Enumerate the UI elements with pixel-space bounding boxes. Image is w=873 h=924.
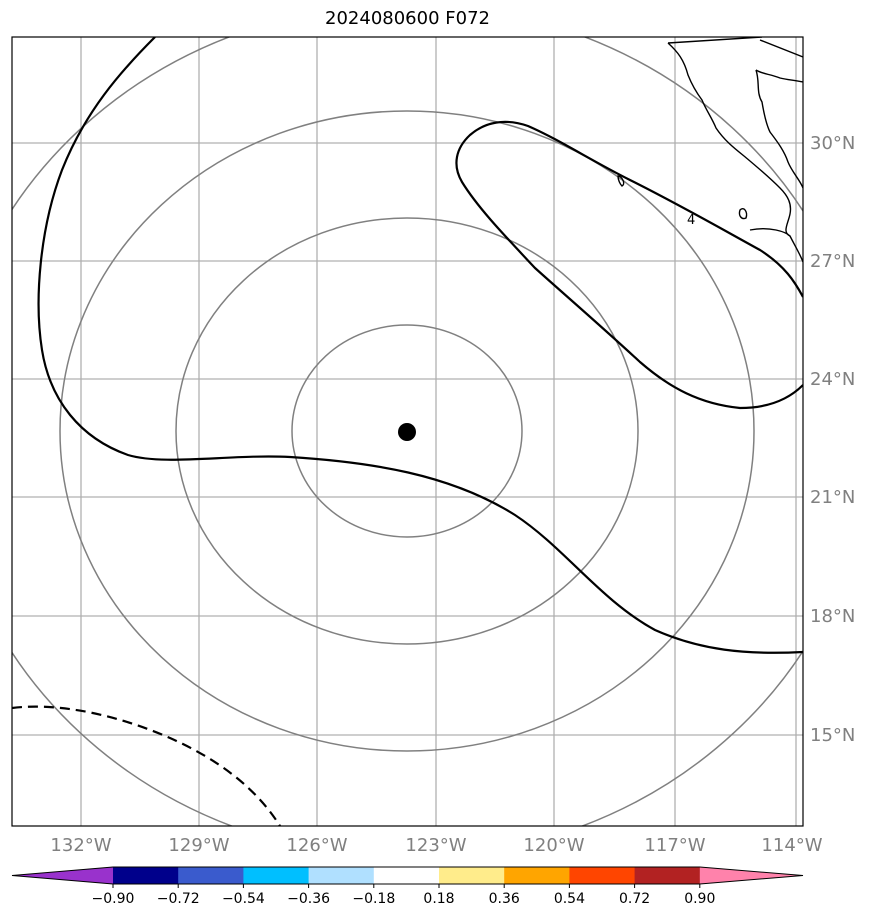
lon-label: 123°W xyxy=(405,835,466,856)
range-rings xyxy=(12,37,803,826)
contour-label: 4 xyxy=(687,213,695,228)
lon-label: 120°W xyxy=(523,835,584,856)
colorbar-tick-label: 0.18 xyxy=(423,891,454,907)
colorbar-tick-label: 0.72 xyxy=(619,891,650,907)
colorbar-tick-label: −0.72 xyxy=(157,891,200,907)
contour-west-loop xyxy=(37,37,803,654)
lat-label: 18°N xyxy=(810,606,855,627)
lat-label: 15°N xyxy=(810,725,855,746)
lon-label: 117°W xyxy=(644,835,705,856)
colorbar-tick-label: −0.18 xyxy=(352,891,395,907)
contour-northeast-loop xyxy=(455,120,803,410)
colorbar-segment xyxy=(439,867,505,884)
storm-center-marker xyxy=(398,423,416,441)
coastline xyxy=(617,37,803,263)
colorbar-segment xyxy=(373,867,440,884)
lat-label: 24°N xyxy=(810,369,855,390)
colorbar-tick-label: 0.90 xyxy=(684,891,715,907)
contour-dashed xyxy=(12,705,281,826)
map-frame xyxy=(11,36,804,827)
lat-labels: 30°N 27°N 24°N 21°N 18°N 15°N xyxy=(810,133,855,746)
lon-label: 132°W xyxy=(50,835,111,856)
colorbar-segment xyxy=(308,867,375,884)
colorbar-segment xyxy=(178,867,244,884)
colorbar-segment xyxy=(569,867,636,884)
map-area: 4 xyxy=(12,37,803,826)
lat-label: 27°N xyxy=(810,251,855,272)
colorbar-tick-label: 0.54 xyxy=(554,891,585,907)
lon-labels: 132°W 129°W 126°W 123°W 120°W 117°W 114°… xyxy=(50,835,822,856)
lon-label: 126°W xyxy=(286,835,347,856)
graticule xyxy=(12,37,803,826)
map-title: 2024080600 F072 xyxy=(325,8,490,29)
colorbar-segment xyxy=(634,867,701,884)
colorbar-segment xyxy=(504,867,570,884)
colorbar-tick-label: −0.36 xyxy=(287,891,330,907)
colorbar-extend-max xyxy=(699,867,803,884)
colorbar-extend-min xyxy=(12,867,113,884)
lat-label: 30°N xyxy=(810,133,855,154)
lon-label: 114°W xyxy=(761,835,822,856)
colorbar-tick-label: −0.90 xyxy=(92,891,135,907)
colorbar-tick-label: −0.54 xyxy=(222,891,265,907)
colorbar: −0.90 −0.72 −0.54 −0.36 −0.18 0.18 0.36 0.54 0.7… xyxy=(11,866,804,907)
lon-label: 129°W xyxy=(168,835,229,856)
colorbar-segment xyxy=(243,867,310,884)
colorbar-tick-label: 0.36 xyxy=(489,891,520,907)
colorbar-segment xyxy=(113,867,179,884)
contour-lines xyxy=(12,37,803,826)
lat-label: 21°N xyxy=(810,487,855,508)
